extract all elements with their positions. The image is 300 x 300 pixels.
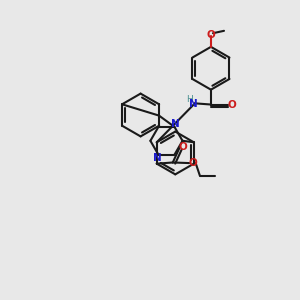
- Text: O: O: [207, 30, 215, 40]
- Text: N: N: [189, 99, 198, 109]
- Text: O: O: [179, 142, 188, 152]
- Text: O: O: [189, 158, 198, 168]
- Text: H: H: [187, 95, 193, 104]
- Text: O: O: [228, 100, 237, 110]
- Text: N: N: [171, 119, 179, 129]
- Text: N: N: [154, 153, 162, 163]
